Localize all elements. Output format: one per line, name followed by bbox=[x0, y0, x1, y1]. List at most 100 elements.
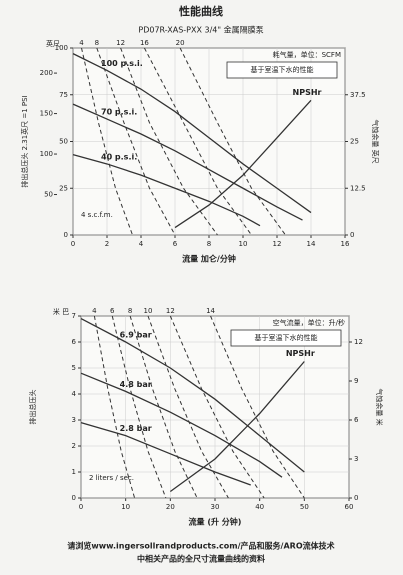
top-axis-label: 空气流量，单位：升/秒 bbox=[273, 318, 345, 327]
y-outer-tick-label: 200 bbox=[40, 69, 53, 77]
y2-tick-label: 6 bbox=[354, 416, 359, 424]
y2-tick-label: 9 bbox=[354, 377, 358, 385]
x-tick-label: 4 bbox=[139, 240, 144, 248]
y-tick-label: 2 bbox=[72, 442, 76, 450]
pressure-label: 4.8 bar bbox=[120, 380, 152, 389]
pressure-curve bbox=[80, 421, 251, 486]
pressure-curve bbox=[72, 153, 261, 227]
y-outer-tick-label: 100 bbox=[40, 150, 53, 158]
air-label: 8 bbox=[128, 307, 132, 315]
x-tick-label: 0 bbox=[79, 503, 83, 511]
pressure-curve bbox=[72, 53, 312, 214]
y-tick-label: 5 bbox=[72, 364, 76, 372]
x-tick-label: 30 bbox=[211, 503, 220, 511]
air-label: 10 bbox=[144, 307, 153, 315]
note: 基于室温下水的性能 bbox=[255, 333, 318, 342]
corner-label: 英尺 bbox=[46, 39, 60, 48]
air-label: 4 bbox=[92, 307, 97, 315]
air-curve bbox=[129, 315, 198, 499]
y-tick-label: 75 bbox=[59, 91, 68, 99]
npsh-label: NPSHr bbox=[293, 88, 322, 97]
footer-line: 请浏览www.ingersollrandproducts.com/产品和服务/A… bbox=[67, 541, 334, 551]
air-curve bbox=[147, 315, 229, 499]
annotation: 2 liters / sec. bbox=[89, 474, 134, 482]
pressure-label: 70 p.s.i. bbox=[101, 108, 137, 117]
air-label: 14 bbox=[206, 307, 215, 315]
y-outer-tick-label: 150 bbox=[40, 110, 53, 118]
x-tick-label: 40 bbox=[255, 503, 264, 511]
pressure-curve bbox=[72, 103, 303, 221]
air-curve bbox=[96, 47, 176, 236]
air-label: 20 bbox=[176, 39, 185, 47]
x-tick-label: 60 bbox=[345, 503, 354, 511]
air-curve bbox=[93, 315, 136, 499]
air-label: 6 bbox=[110, 307, 115, 315]
y2-axis-label: 气蚀余量 米 bbox=[375, 388, 384, 425]
y-tick-label: 7 bbox=[72, 312, 76, 320]
x-tick-label: 12 bbox=[273, 240, 282, 248]
pressure-label: 40 p.s.i. bbox=[101, 152, 137, 161]
x-tick-label: 10 bbox=[121, 503, 130, 511]
air-curve bbox=[179, 47, 286, 236]
x-tick-label: 8 bbox=[207, 240, 211, 248]
note: 基于室温下水的性能 bbox=[251, 65, 314, 74]
air-label: 12 bbox=[166, 307, 175, 315]
air-curve bbox=[120, 47, 218, 236]
x-tick-label: 20 bbox=[166, 503, 175, 511]
top-axis-label: 耗气量，单位：SCFM bbox=[273, 50, 341, 59]
x-tick-label: 10 bbox=[239, 240, 248, 248]
y2-axis-label: 气蚀余量 英尺 bbox=[371, 119, 380, 163]
y-axis-label: 排出总压头 2.31英尺 =1 PSI bbox=[20, 95, 29, 187]
pressure-label: 6.9 bar bbox=[120, 331, 152, 340]
y2-tick-label: 12.5 bbox=[350, 184, 366, 192]
x-axis-label: 流量 (升 分钟) bbox=[189, 517, 242, 527]
y2-tick-label: 0 bbox=[350, 231, 354, 239]
y2-tick-label: 12 bbox=[354, 338, 363, 346]
x-tick-label: 2 bbox=[105, 240, 109, 248]
y-axis-label: 排出总压头 bbox=[28, 390, 37, 425]
x-tick-label: 0 bbox=[71, 240, 75, 248]
pressure-label: 100 p.s.i. bbox=[101, 59, 143, 68]
air-curve bbox=[81, 47, 133, 236]
npsh-curve bbox=[169, 361, 305, 493]
y-tick-label: 0 bbox=[64, 231, 68, 239]
corner-label: 米 巴 bbox=[53, 307, 69, 316]
npsh-label: NPSHr bbox=[286, 349, 315, 358]
y-outer-tick-label: 50 bbox=[44, 191, 53, 199]
x-tick-label: 50 bbox=[300, 503, 309, 511]
y2-tick-label: 3 bbox=[354, 455, 358, 463]
annotation: 4 s.c.f.m. bbox=[81, 211, 113, 219]
pressure-curve bbox=[80, 318, 305, 473]
footer-line: 中相关产品的全尺寸流量曲线的资料 bbox=[137, 554, 265, 564]
y2-tick-label: 37.5 bbox=[350, 91, 366, 99]
y-tick-label: 3 bbox=[72, 416, 76, 424]
air-curve bbox=[111, 315, 167, 499]
x-axis-label: 流量 加仑/分钟 bbox=[182, 254, 236, 264]
pressure-label: 2.8 bar bbox=[120, 424, 152, 433]
y-tick-label: 4 bbox=[72, 390, 77, 398]
y-tick-label: 6 bbox=[72, 338, 77, 346]
y-tick-label: 100 bbox=[55, 44, 68, 52]
x-tick-label: 6 bbox=[173, 240, 178, 248]
page-subtitle: PD07R-XAS-PXX 3/4" 金属隔膜泵 bbox=[138, 25, 263, 35]
air-curve bbox=[210, 315, 305, 499]
air-curve bbox=[143, 47, 252, 236]
air-label: 8 bbox=[95, 39, 99, 47]
y2-tick-label: 0 bbox=[354, 494, 358, 502]
x-tick-label: 14 bbox=[307, 240, 316, 248]
air-curve bbox=[169, 315, 265, 499]
air-label: 12 bbox=[116, 39, 125, 47]
air-label: 16 bbox=[140, 39, 149, 47]
y-tick-label: 1 bbox=[72, 468, 76, 476]
page-title: 性能曲线 bbox=[179, 4, 223, 18]
x-tick-label: 16 bbox=[341, 240, 350, 248]
air-label: 4 bbox=[79, 39, 84, 47]
note-box bbox=[226, 61, 338, 79]
npsh-curve bbox=[174, 99, 312, 229]
y-tick-label: 50 bbox=[59, 138, 68, 146]
note-box bbox=[230, 329, 342, 347]
y-tick-label: 25 bbox=[59, 184, 68, 192]
y2-tick-label: 25 bbox=[350, 138, 359, 146]
pressure-curve bbox=[80, 372, 283, 478]
